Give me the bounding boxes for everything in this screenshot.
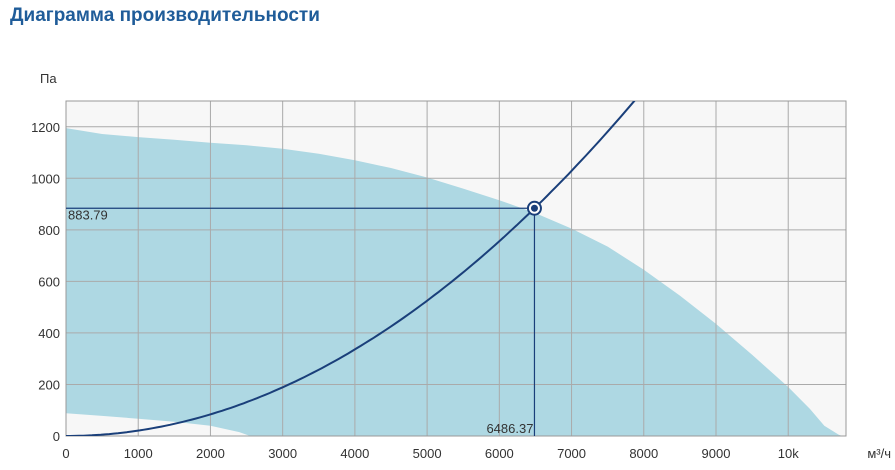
system-curve-layer bbox=[66, 101, 636, 436]
y-tick-label: 400 bbox=[38, 326, 60, 341]
x-axis-unit-label: м³/ч bbox=[867, 446, 891, 461]
x-tick-label: 2000 bbox=[196, 446, 225, 461]
x-tick-label: 4000 bbox=[340, 446, 369, 461]
x-tick-label: 3000 bbox=[268, 446, 297, 461]
y-tick-label: 600 bbox=[38, 274, 60, 289]
operating-point-y-value: 883.79 bbox=[68, 207, 108, 222]
y-tick-label: 200 bbox=[38, 377, 60, 392]
operating-point-marker bbox=[530, 204, 538, 212]
y-tick-label: 1000 bbox=[31, 171, 60, 186]
grid-layer bbox=[65, 100, 847, 437]
plot-border bbox=[65, 100, 847, 437]
page-title: Диаграмма производительности bbox=[10, 5, 320, 26]
system-curve-line bbox=[66, 101, 636, 436]
y-tick-label: 1200 bbox=[31, 120, 60, 135]
x-tick-label: 5000 bbox=[413, 446, 442, 461]
y-axis-unit-label: Па bbox=[40, 71, 57, 86]
x-tick-label: 9000 bbox=[702, 446, 731, 461]
operating-point-x-value: 6486.37 bbox=[486, 421, 533, 436]
x-tick-label: 1000 bbox=[124, 446, 153, 461]
x-tick-label: 7000 bbox=[557, 446, 586, 461]
x-tick-label: 6000 bbox=[485, 446, 514, 461]
operating-point-layer: 883.79 6486.37 bbox=[66, 200, 542, 436]
operating-range-layer bbox=[66, 128, 843, 436]
axis-layer: 0 1000 2000 3000 4000 5000 6000 7000 8000 9000 10k… bbox=[31, 120, 799, 461]
x-tick-label: 0 bbox=[62, 446, 69, 461]
x-tick-label: 10k bbox=[778, 446, 799, 461]
x-tick-label: 8000 bbox=[629, 446, 658, 461]
y-tick-label: 800 bbox=[38, 223, 60, 238]
operating-range-area bbox=[66, 128, 843, 436]
y-tick-label: 0 bbox=[53, 429, 60, 444]
